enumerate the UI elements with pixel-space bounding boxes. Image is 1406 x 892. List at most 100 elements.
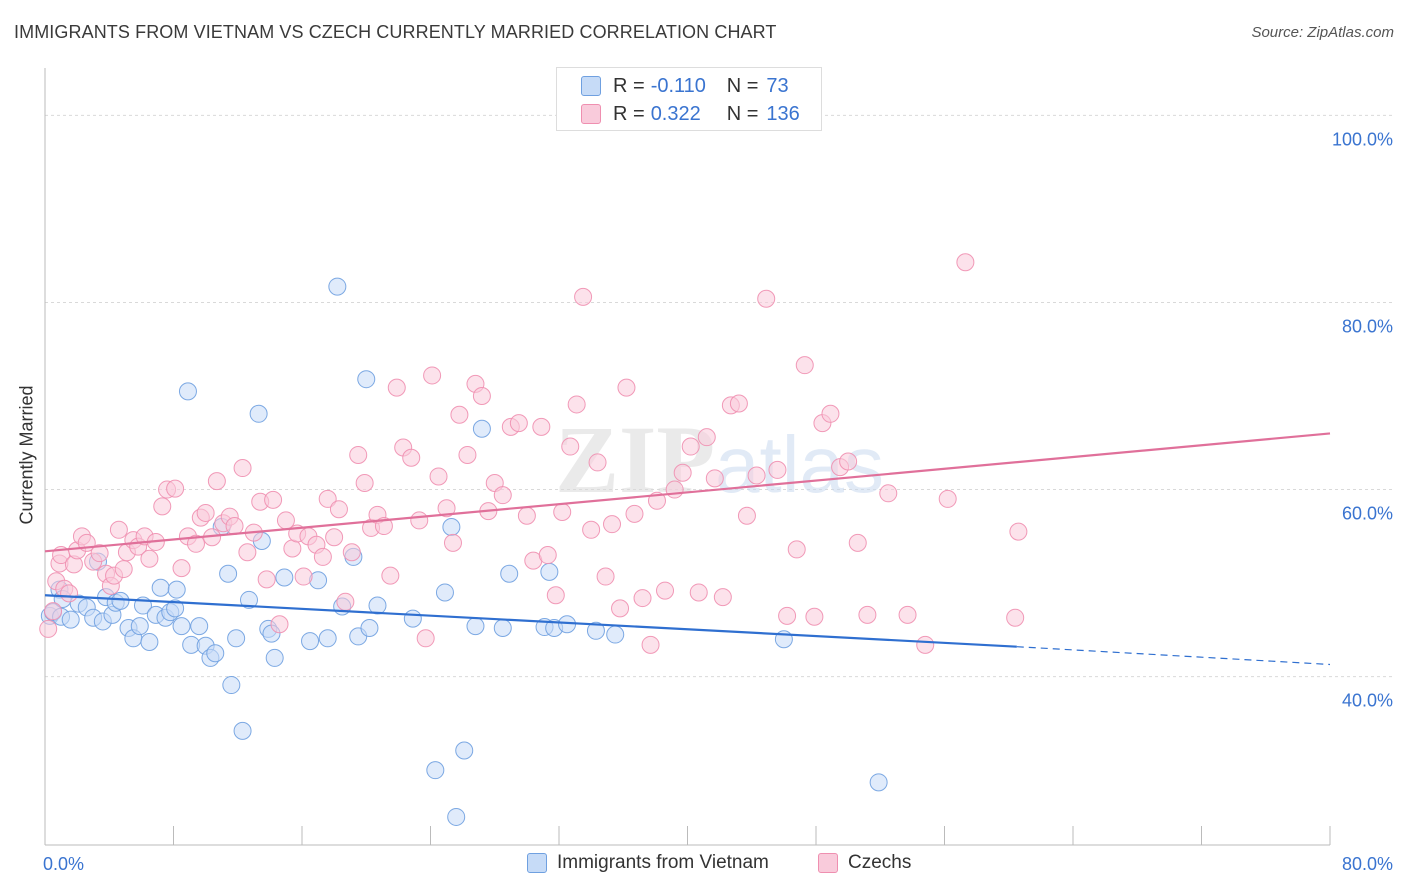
r-value: 0.322 xyxy=(650,102,701,125)
n-key: N = xyxy=(726,102,759,125)
czechs-point xyxy=(140,549,159,568)
czechs-point xyxy=(472,387,491,406)
czechs-point xyxy=(768,460,787,479)
vietnam-point xyxy=(442,517,461,536)
czechs-point xyxy=(458,445,477,464)
czechs-point xyxy=(956,253,975,272)
vietnam-point xyxy=(206,644,225,663)
legend-swatch-blue xyxy=(527,853,547,873)
chart-source: Source: ZipAtlas.com xyxy=(1251,24,1394,41)
czechs-point xyxy=(617,378,636,397)
czechs-point xyxy=(172,559,191,578)
czechs-point xyxy=(839,452,858,471)
vietnam-trend-line xyxy=(44,594,1017,648)
czechs-point xyxy=(355,474,374,493)
vietnam-point xyxy=(318,629,337,648)
legend-swatch-pink xyxy=(581,104,601,124)
czechs-point xyxy=(196,503,215,522)
czechs-point xyxy=(673,463,692,482)
vietnam-point xyxy=(447,807,466,826)
legend-swatch-blue xyxy=(581,76,601,96)
vietnam-point xyxy=(233,721,252,740)
czechs-point xyxy=(493,486,512,505)
series-legend: Immigrants from Vietnam Czechs xyxy=(0,852,1406,878)
czechs-point xyxy=(778,606,797,625)
y-tick-label: 40.0% xyxy=(1342,691,1393,711)
x-tick-label: 80.0% xyxy=(1342,854,1393,874)
czechs-point xyxy=(1009,522,1028,541)
czechs-point xyxy=(329,500,348,519)
chart-title: IMMIGRANTS FROM VIETNAM VS CZECH CURRENT… xyxy=(14,22,777,42)
czechs-point xyxy=(561,437,580,456)
czechs-point xyxy=(186,534,205,553)
vietnam-point xyxy=(222,676,241,695)
czechs-point xyxy=(153,497,172,516)
czechs-point xyxy=(588,453,607,472)
vietnam-point xyxy=(140,633,159,652)
czechs-point xyxy=(233,459,252,478)
czechs-point xyxy=(166,479,185,498)
czechs-point xyxy=(336,592,355,611)
n-key: N = xyxy=(726,74,759,97)
czechs-point xyxy=(574,287,593,306)
legend-item-czechs[interactable]: Czechs xyxy=(818,852,911,874)
y-tick-label: 60.0% xyxy=(1342,504,1393,524)
czechs-point xyxy=(916,635,935,654)
czechs-point xyxy=(90,544,109,563)
vietnam-point xyxy=(328,277,347,296)
czechs-point xyxy=(294,567,313,586)
tick-label-layer: 40.0% 60.0% 80.0% 100.0% 0.0% 80.0% xyxy=(43,129,1393,874)
czechs-point xyxy=(858,605,877,624)
vietnam-point xyxy=(178,382,197,401)
czechs-point xyxy=(611,599,630,618)
vietnam-point xyxy=(586,621,605,640)
czechs-point xyxy=(264,490,283,509)
legend-label-czechs: Czechs xyxy=(848,852,912,873)
r-value: -0.110 xyxy=(650,74,706,97)
vietnam-point xyxy=(249,404,268,423)
czechs-point xyxy=(257,570,276,589)
vietnam-point xyxy=(166,599,185,618)
czechs-point xyxy=(283,539,302,558)
vietnam-point xyxy=(130,617,149,636)
czechs-point xyxy=(705,469,724,488)
y-axis-label: Currently Married xyxy=(16,385,37,525)
czechs-point xyxy=(109,520,128,539)
legend-label-vietnam: Immigrants from Vietnam xyxy=(557,852,769,873)
czechs-point xyxy=(509,414,528,433)
czechs-point xyxy=(517,506,536,525)
vietnam-point xyxy=(239,590,258,609)
vietnam-point xyxy=(61,610,80,629)
czechs-point xyxy=(207,472,226,491)
stats-legend: R = -0.110 N = 73 R = 0.322 N = 136 xyxy=(556,67,822,131)
czechs-point xyxy=(325,528,344,547)
czechs-point xyxy=(532,417,551,436)
vietnam-point xyxy=(275,568,294,587)
vietnam-point xyxy=(360,618,379,637)
vietnam-point xyxy=(403,609,422,628)
legend-item-vietnam[interactable]: Immigrants from Vietnam xyxy=(527,852,769,874)
czechs-point xyxy=(625,504,644,523)
czechs-point xyxy=(938,489,957,508)
vietnam-point xyxy=(455,741,474,760)
czechs-point xyxy=(848,533,867,552)
czechs-point xyxy=(450,405,469,424)
stats-legend-row-czechs: R = 0.322 N = 136 xyxy=(581,102,800,126)
czechs-point xyxy=(238,543,257,562)
czechs-point xyxy=(342,543,361,562)
vietnam-point xyxy=(466,617,485,636)
grid-layer xyxy=(45,114,1392,678)
n-value: 73 xyxy=(766,74,789,97)
vietnam-point xyxy=(357,370,376,389)
czechs-point xyxy=(656,581,675,600)
czechs-point xyxy=(437,499,456,518)
vietnam-point xyxy=(493,618,512,637)
vietnam-point xyxy=(301,632,320,651)
r-key: R = xyxy=(613,74,645,97)
czechs-point xyxy=(737,506,756,525)
axis-layer xyxy=(44,68,1331,846)
czechs-point xyxy=(553,503,572,522)
czechs-point xyxy=(225,517,244,536)
czechs-point xyxy=(60,584,79,603)
